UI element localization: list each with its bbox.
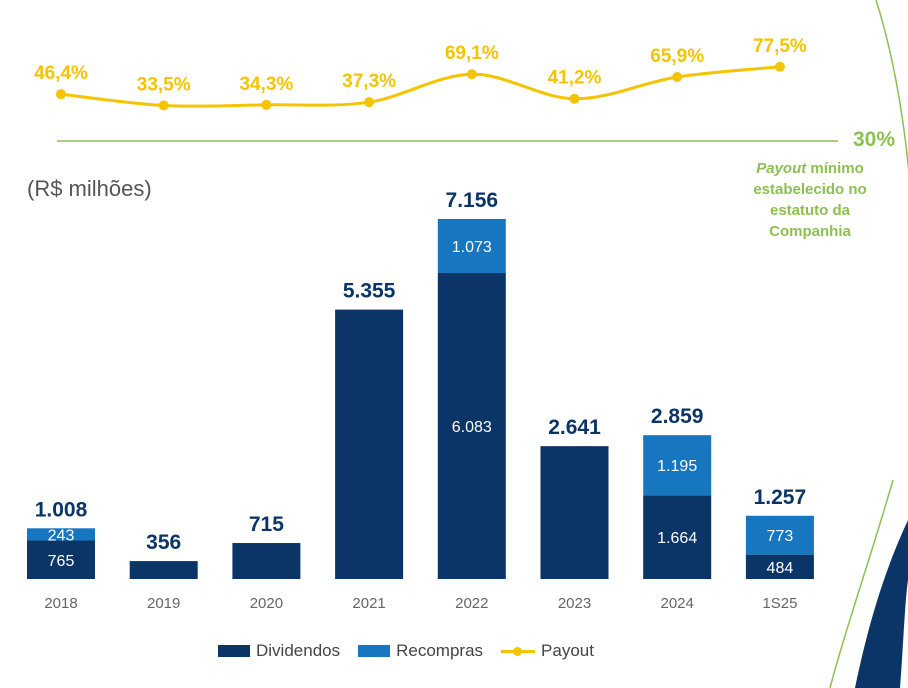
dividend-label: 765: [48, 553, 75, 570]
bar-recompras-1S25: [745, 515, 814, 555]
x-tick-label: 2019: [147, 595, 180, 612]
payout-point-1S25: [774, 61, 785, 72]
bar-dividendos-2023: [540, 446, 609, 579]
reference-note-italic: Payout: [756, 160, 807, 177]
payout-label: 46,4%: [34, 63, 88, 84]
bar-dividendos-2021: [335, 309, 404, 579]
dividend-label: 6.083: [452, 419, 492, 436]
bar-recompras-2022: [437, 219, 506, 273]
payout-label: 41,2%: [548, 68, 602, 89]
unit-label: (R$ milhões): [27, 176, 152, 201]
total-label: 2.859: [651, 405, 704, 428]
payout-label: 34,3%: [239, 74, 293, 95]
bar-dividendos-2024: [643, 495, 712, 579]
legend: Dividendos Recompras Payout: [218, 641, 594, 661]
legend-swatch-payout: [501, 645, 536, 657]
total-label: 2.641: [548, 416, 601, 439]
legend-swatch-recompras: [358, 645, 391, 657]
reference-note: Payout mínimo estabelecido no estatuto d…: [735, 158, 885, 242]
bar-dividendos-2018: [27, 540, 95, 579]
x-tick-label: 1S25: [762, 595, 797, 612]
buyback-label: 773: [767, 528, 794, 545]
decor-green-curve-bottom: [829, 479, 894, 688]
payout-label: 37,3%: [342, 71, 396, 92]
total-label: 715: [249, 513, 284, 536]
x-tick-label: 2024: [661, 595, 694, 612]
dividend-label: 1.664: [657, 530, 697, 547]
payout-label: 77,5%: [753, 36, 807, 57]
bar-dividendos-2020: [232, 543, 301, 579]
total-label: 1.008: [35, 498, 88, 521]
reference-label: 30%: [853, 128, 896, 151]
payout-point-2018: [56, 89, 66, 100]
legend-swatch-dividendos: [218, 645, 250, 657]
legend-item-dividendos: Dividendos: [218, 641, 340, 661]
buyback-label: 1.073: [452, 239, 492, 256]
reference-note-text: mínimo estabelecido no estatuto da Compa…: [753, 160, 867, 240]
payout-point-2023: [569, 93, 580, 104]
x-tick-label: 2021: [352, 595, 385, 612]
bar-recompras-2024: [643, 435, 712, 496]
buyback-label: 1.195: [657, 458, 697, 475]
legend-label: Payout: [541, 641, 594, 660]
x-tick-label: 2020: [250, 595, 283, 612]
decorative-curves: [829, 0, 908, 688]
decor-navy-shape: [855, 520, 908, 688]
payout-label: 69,1%: [445, 43, 499, 64]
total-label: 7.156: [446, 189, 499, 212]
x-tick-label: 2018: [44, 595, 77, 612]
x-tick-label: 2022: [455, 595, 488, 612]
total-label: 1.257: [754, 486, 807, 509]
payout-point-2019: [158, 100, 169, 111]
legend-label: Recompras: [396, 641, 484, 660]
payout-label: 65,9%: [650, 46, 704, 67]
payout-point-2022: [466, 69, 477, 80]
payout-label: 33,5%: [137, 75, 191, 96]
legend-item-payout: Payout: [501, 641, 594, 661]
buyback-label: 243: [48, 527, 75, 544]
total-label: 356: [146, 531, 181, 554]
payout-point-2021: [364, 97, 375, 108]
dividend-label: 484: [767, 560, 794, 577]
bar-recompras-2018: [27, 528, 95, 541]
payout-point-2020: [261, 99, 272, 110]
legend-label: Dividendos: [256, 641, 341, 660]
payout-point-2024: [672, 72, 683, 83]
x-tick-label: 2023: [558, 595, 591, 612]
legend-item-recompras: Recompras: [358, 641, 483, 661]
bar-dividendos-2022: [437, 272, 506, 579]
payout-line: [60, 65, 781, 108]
bar-dividendos-2019: [129, 561, 198, 579]
bar-dividendos-1S25: [745, 554, 814, 579]
total-label: 5.355: [343, 280, 396, 303]
